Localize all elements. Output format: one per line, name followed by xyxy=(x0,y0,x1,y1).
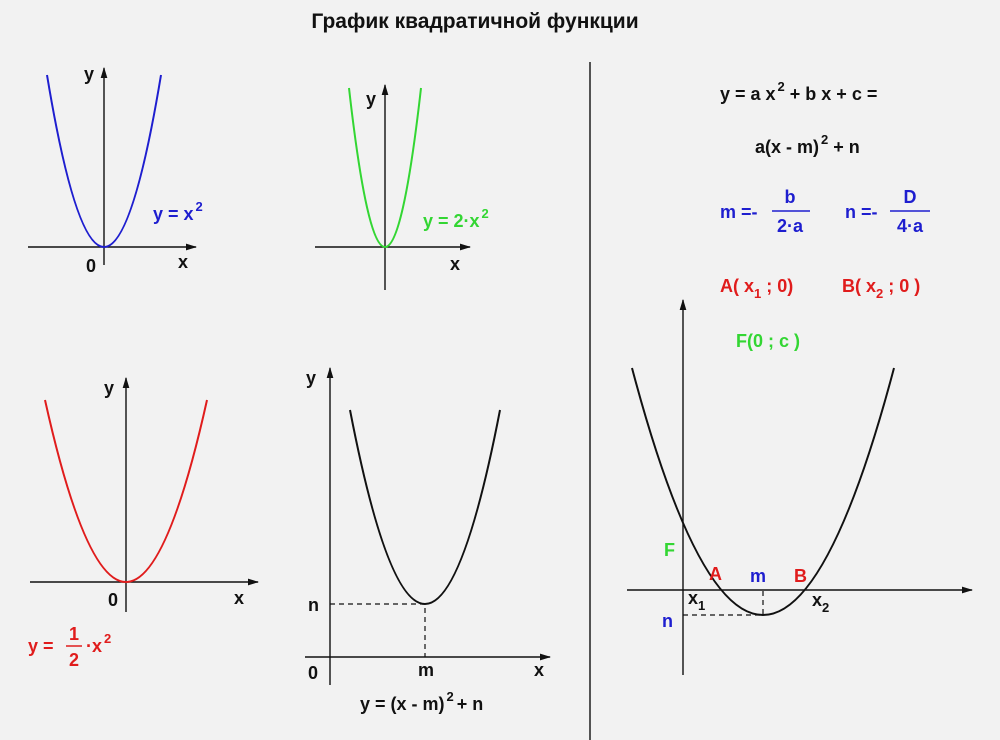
m-label: m xyxy=(418,660,434,680)
formula-part: y = x xyxy=(153,204,194,224)
exponent: 2 xyxy=(104,631,111,646)
formula: ·x 2 xyxy=(86,631,111,656)
formula-part: a(x - m) xyxy=(755,137,819,157)
formula: a(x - m) 2 + n xyxy=(755,132,860,157)
formula-part: + n xyxy=(828,137,860,157)
formula-part: y = xyxy=(28,636,54,656)
axis-label: y xyxy=(104,378,114,398)
subscript: 2 xyxy=(876,286,883,301)
formula-part: y = 2·x xyxy=(423,211,480,231)
x2-label: x2 xyxy=(812,590,829,615)
formula-part: A( x xyxy=(720,276,754,296)
fraction-numerator: b xyxy=(785,187,796,207)
exponent: 2 xyxy=(447,689,454,704)
axis-label: y xyxy=(366,89,376,109)
exponent: 2 xyxy=(821,132,828,147)
fraction-numerator: 1 xyxy=(69,624,79,644)
point-A: A( x1 ; 0) xyxy=(720,276,793,301)
subscript: 1 xyxy=(698,598,705,613)
n-label: n xyxy=(662,611,673,631)
axis-label: y xyxy=(306,368,316,388)
formula-part: ; 0 ) xyxy=(883,276,920,296)
subscript: 2 xyxy=(822,600,829,615)
axis-label: x xyxy=(450,254,460,274)
exponent: 2 xyxy=(778,79,785,94)
formula-part: m =- xyxy=(720,202,758,222)
exponent: 2 xyxy=(196,199,203,214)
B-label: B xyxy=(794,566,807,586)
axis-label: y xyxy=(84,64,94,84)
subscript: 1 xyxy=(754,286,761,301)
point-B: B( x2 ; 0 ) xyxy=(842,276,920,301)
x1-label: x1 xyxy=(688,588,705,613)
formula-part: y = a x xyxy=(720,84,776,104)
point-F: F(0 ; c ) xyxy=(736,331,800,351)
A-label: A xyxy=(709,564,722,584)
origin-label: 0 xyxy=(86,256,96,276)
guide-lines xyxy=(330,603,426,657)
formula-part: n =- xyxy=(845,202,878,222)
formula-part: + n xyxy=(457,694,484,714)
fraction-denominator: 2·a xyxy=(777,216,804,236)
fraction-denominator: 2 xyxy=(69,650,79,670)
axis-label: x xyxy=(234,588,244,608)
fraction-numerator: D xyxy=(904,187,917,207)
parabola xyxy=(349,409,501,605)
parabola xyxy=(44,399,208,583)
origin-label: 0 xyxy=(308,663,318,683)
fraction-denominator: 4·a xyxy=(897,216,924,236)
formula-part: y = (x - m) xyxy=(360,694,445,714)
formula-part: + b x + c = xyxy=(785,84,878,104)
formula-part: x xyxy=(812,590,822,610)
F-label: F xyxy=(664,540,675,560)
axis-label: x xyxy=(534,660,544,680)
origin-label: 0 xyxy=(108,590,118,610)
exponent: 2 xyxy=(482,206,489,221)
formula-part: B( x xyxy=(842,276,876,296)
n-label: n xyxy=(308,595,319,615)
formula-part: ; 0) xyxy=(761,276,793,296)
title: График квадратичной функции xyxy=(311,10,638,33)
axis-label: x xyxy=(178,252,188,272)
formula: y = (x - m) 2 + n xyxy=(360,689,483,714)
formula-part: ·x xyxy=(86,636,102,656)
parabola xyxy=(348,87,422,248)
parabola xyxy=(46,74,162,248)
formula-part: x xyxy=(688,588,698,608)
formula: y = 2·x 2 xyxy=(423,206,489,231)
m-label: m xyxy=(750,566,766,586)
parabola xyxy=(631,367,895,616)
